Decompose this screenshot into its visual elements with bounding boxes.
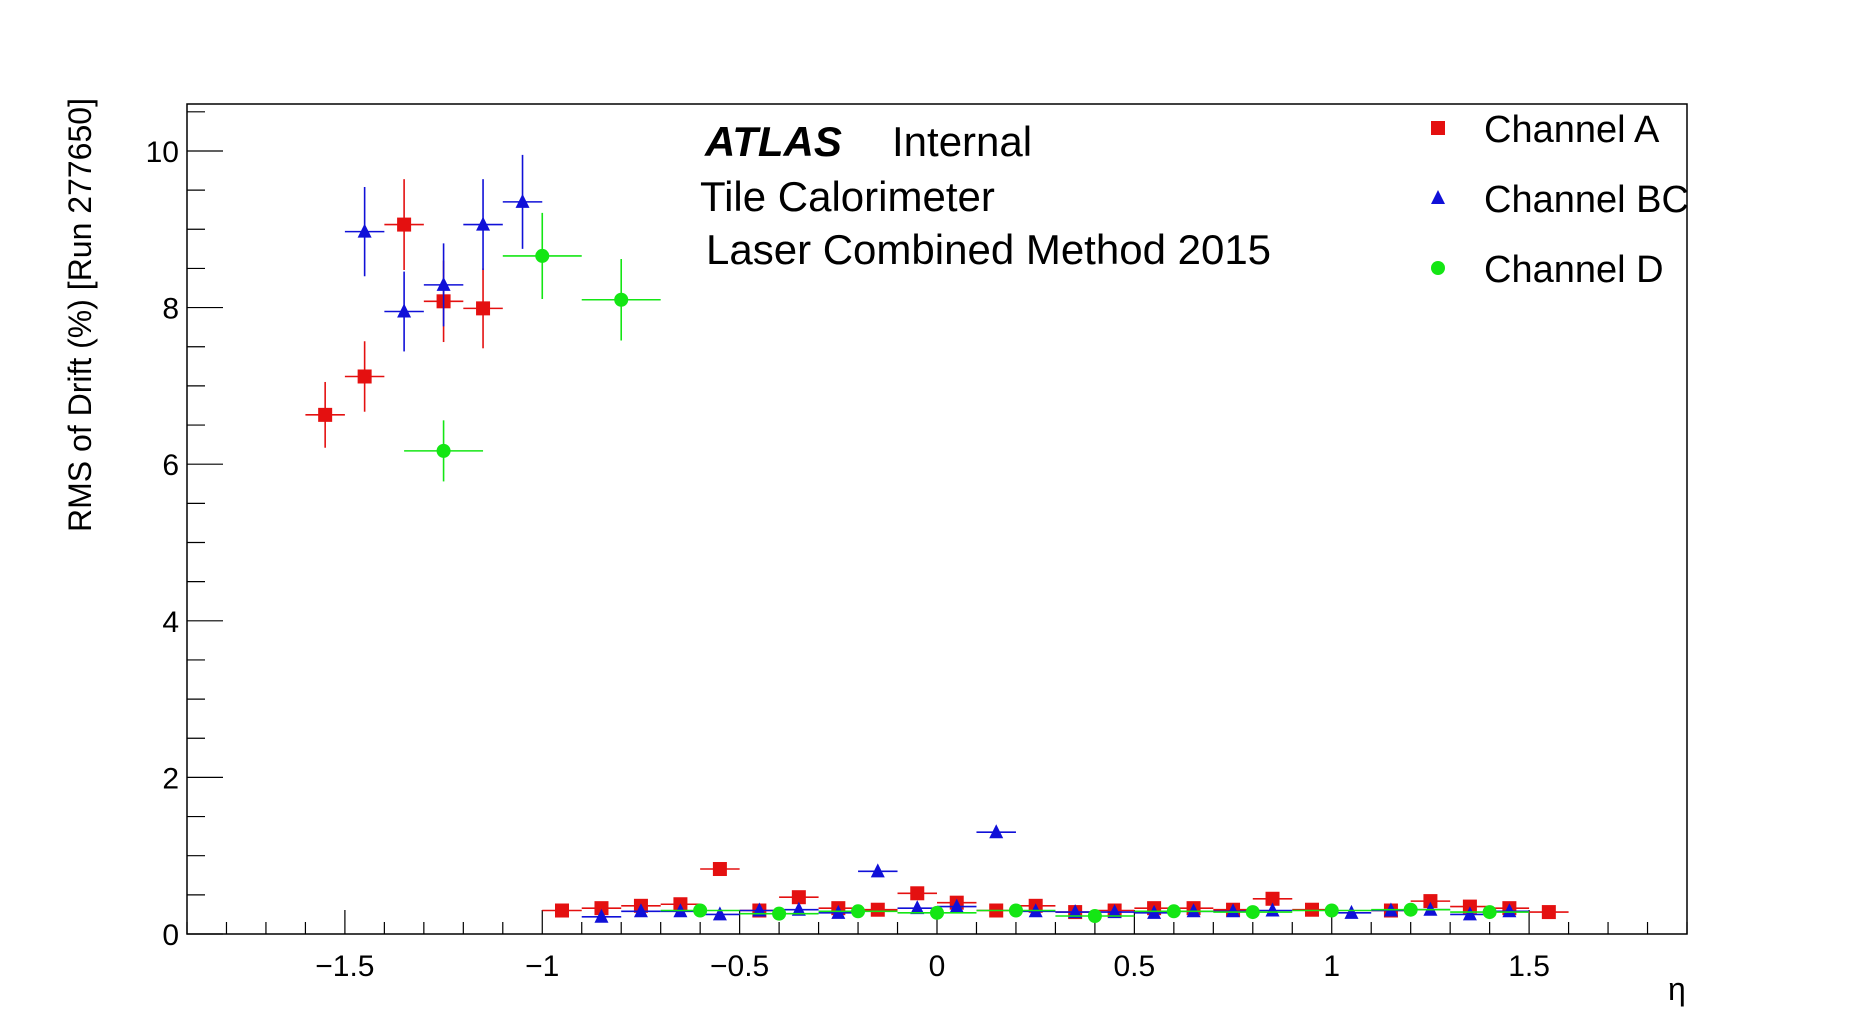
y-axis-title: RMS of Drift (%) [Run 277650] — [62, 98, 98, 532]
atlas-label: ATLAS — [704, 118, 842, 165]
x-tick-label: −0.5 — [710, 950, 769, 983]
internal-label: Internal — [892, 118, 1032, 165]
legend-marker — [1431, 190, 1445, 204]
method-label: Laser Combined Method 2015 — [706, 226, 1271, 273]
data-point — [594, 908, 609, 923]
data-point — [712, 906, 727, 921]
data-point — [1541, 905, 1556, 920]
legend-label: Channel D — [1484, 249, 1664, 291]
data-point — [1423, 901, 1438, 916]
data-point — [791, 890, 806, 905]
data-point — [515, 193, 530, 208]
data-point — [791, 901, 806, 916]
data-point — [594, 901, 609, 916]
data-point — [535, 248, 550, 263]
y-tick-label: 6 — [162, 449, 179, 482]
chart-annotations: ATLAS Internal Tile Calorimeter Laser Co… — [700, 118, 1271, 273]
series-channel-d — [404, 212, 1530, 923]
data-point — [318, 407, 333, 422]
data-point — [1008, 903, 1023, 918]
data-point — [476, 301, 491, 316]
x-axis-title: η — [1668, 971, 1686, 1007]
data-point — [930, 905, 944, 920]
data-point — [1344, 904, 1359, 919]
data-point — [1265, 902, 1280, 917]
data-point — [1403, 902, 1418, 917]
y-tick-label: 2 — [162, 762, 179, 795]
data-point — [555, 903, 569, 918]
data-point — [712, 862, 727, 877]
data-series — [305, 154, 1569, 923]
data-point — [1166, 904, 1181, 919]
legend-label: Channel A — [1484, 109, 1660, 151]
legend-label: Channel BC — [1484, 179, 1689, 221]
data-point — [476, 216, 491, 231]
data-point — [870, 902, 885, 917]
data-point — [614, 292, 629, 307]
y-tick-label: 4 — [162, 606, 179, 639]
data-point — [989, 824, 1004, 839]
x-tick-label: −1 — [525, 950, 559, 983]
data-point — [949, 898, 964, 913]
data-point — [357, 223, 372, 238]
x-tick-label: 1 — [1323, 950, 1340, 983]
data-point — [851, 904, 866, 919]
data-point — [436, 443, 451, 458]
series-channel-a — [305, 179, 1569, 920]
data-point — [1482, 905, 1497, 920]
data-point — [1265, 891, 1280, 906]
x-tick-label: 0 — [929, 950, 946, 983]
data-point — [1245, 905, 1260, 920]
data-point — [772, 906, 787, 921]
data-point — [1068, 904, 1083, 919]
legend-marker — [1431, 121, 1445, 135]
data-point — [910, 900, 925, 915]
data-point — [1324, 903, 1339, 918]
x-tick-label: 1.5 — [1508, 950, 1550, 983]
y-tick-label: 0 — [162, 919, 179, 952]
legend-marker — [1431, 261, 1445, 275]
data-point — [1087, 908, 1102, 923]
x-tick-label: 0.5 — [1114, 950, 1156, 983]
data-point — [870, 863, 885, 878]
y-axis: 0 2 4 6 8 10 — [146, 111, 223, 952]
data-point — [397, 217, 412, 232]
data-point — [633, 903, 648, 918]
data-point — [1107, 904, 1122, 919]
data-point — [397, 303, 412, 318]
y-tick-label: 10 — [146, 136, 179, 169]
data-point — [1502, 903, 1517, 918]
data-point — [910, 886, 925, 901]
data-point — [357, 369, 372, 384]
y-tick-label: 8 — [162, 293, 179, 326]
x-axis: −1.5 −1 −0.5 0 0.5 1 1.5 — [186, 910, 1688, 983]
data-point — [693, 903, 708, 918]
data-point — [1186, 903, 1201, 918]
data-point — [1462, 906, 1477, 921]
data-point — [1226, 903, 1241, 918]
data-point — [1423, 894, 1438, 909]
data-point — [436, 276, 451, 291]
detector-label: Tile Calorimeter — [700, 173, 995, 220]
x-tick-label: −1.5 — [315, 950, 374, 983]
legend: Channel A Channel BC Channel D — [1431, 109, 1689, 291]
